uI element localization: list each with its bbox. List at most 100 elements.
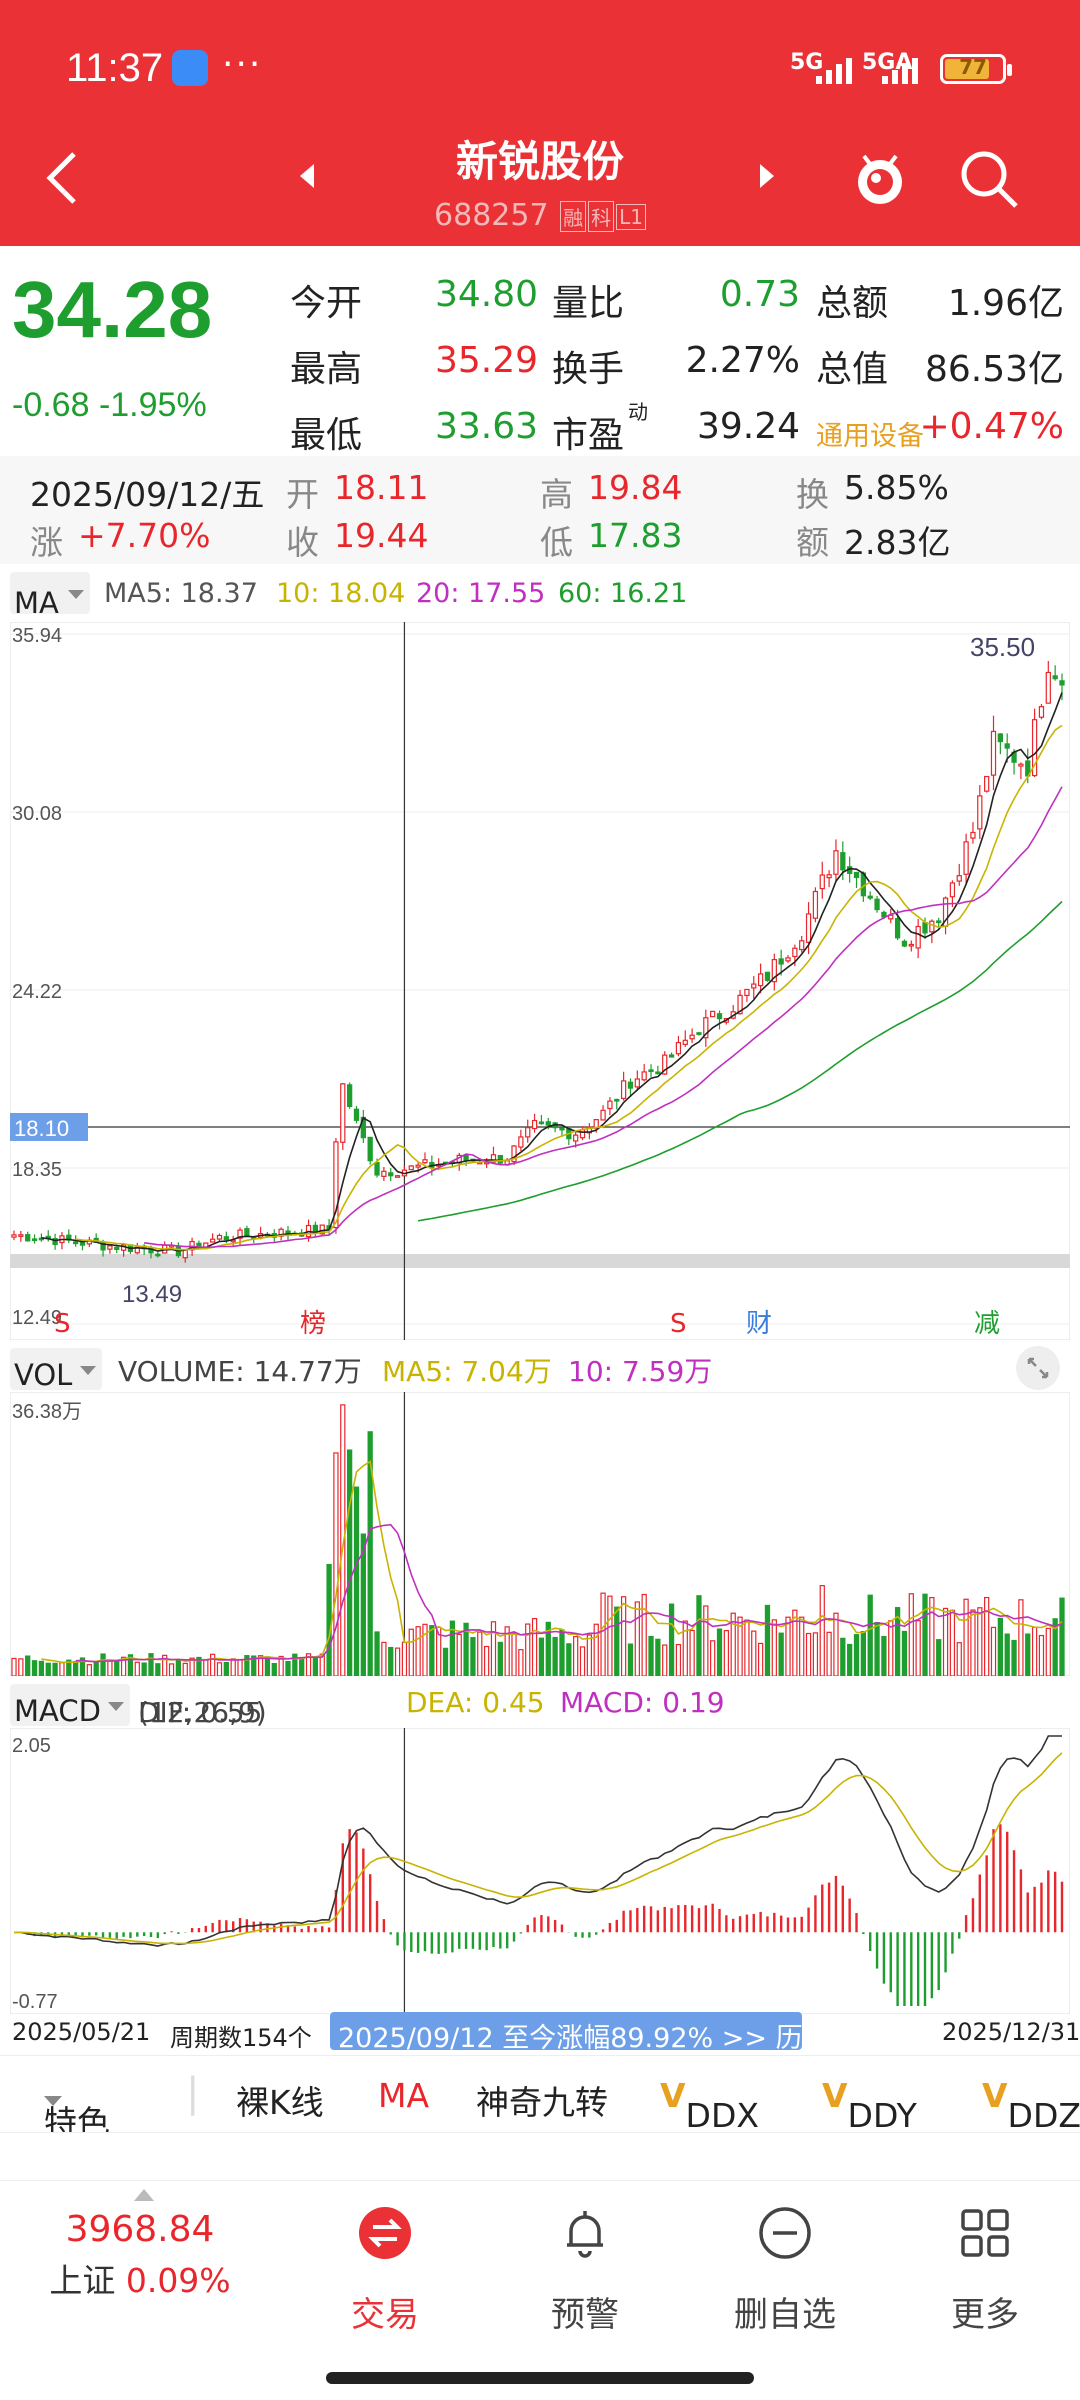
candle [600, 1105, 606, 1121]
volume-bar [326, 1563, 332, 1676]
quote-value: 0.73 [719, 274, 800, 315]
rise-label: 涨 [30, 523, 63, 562]
volume-bar [744, 1619, 750, 1676]
event-marker[interactable]: 减 [974, 1309, 1000, 1339]
candle [209, 1233, 216, 1243]
trade-icon [359, 2207, 411, 2259]
indicator-ddy[interactable]: V DDY [822, 2076, 917, 2133]
volume-bar [812, 1632, 819, 1676]
search-icon[interactable] [958, 148, 1020, 210]
selected-day-info: 2025/09/12/五 开 18.11 高 19.84 换 5.85% 涨 +… [0, 456, 1080, 564]
volume-bar [497, 1641, 503, 1676]
candle [518, 1129, 524, 1152]
volume-chart[interactable]: 36.38万 [10, 1392, 1070, 1676]
volume-bar [600, 1592, 606, 1676]
candle [52, 1233, 58, 1250]
event-marker[interactable]: S [54, 1309, 71, 1339]
candle [689, 1028, 695, 1043]
max-price-label: 35.50 [970, 632, 1035, 662]
quote-value: 2.27% [685, 340, 800, 381]
volume-bar [908, 1593, 914, 1676]
candle [716, 1010, 723, 1030]
crosshair-price: 18.10 [14, 1116, 69, 1141]
candle [31, 1234, 38, 1244]
event-marker[interactable]: 榜 [300, 1309, 326, 1339]
vol-selector[interactable]: VOL [10, 1348, 102, 1392]
high-label: 高 [540, 475, 573, 514]
volume-bar [942, 1607, 949, 1676]
grid-icon [961, 2209, 1009, 2257]
ma60-line [417, 900, 1063, 1222]
volume-bar [566, 1643, 572, 1676]
volume-bar [853, 1634, 860, 1676]
prev-stock-icon[interactable] [300, 164, 314, 188]
volume-bar [292, 1653, 298, 1676]
indicator-ddx[interactable]: V DDX [660, 2076, 759, 2133]
macd-chart[interactable]: 2.05 -0.77 [10, 1728, 1070, 2014]
mascot-icon[interactable] [850, 148, 910, 208]
bottom-tab-bar: 3968.84 上证 0.09% 交易 预警 删自选 更多 [0, 2180, 1080, 2380]
candle [353, 1105, 360, 1124]
rise-value: +7.70% [78, 516, 211, 555]
volume-bar [716, 1628, 723, 1676]
indicator-ddz[interactable]: V DDZ [982, 2076, 1080, 2133]
volume-bar [655, 1638, 661, 1676]
volume-bar [757, 1642, 764, 1676]
volume-bar [552, 1636, 558, 1676]
volume-bar [346, 1449, 353, 1676]
indicator-magic9[interactable]: 神奇九转 [476, 2083, 608, 2122]
stock-code: 688257 融科 L1 [0, 198, 1080, 233]
candle [333, 1137, 339, 1234]
volume-bar [415, 1626, 421, 1676]
quote-value: 86.53亿 [924, 349, 1064, 390]
candle [408, 1165, 414, 1171]
candle [703, 1009, 709, 1047]
next-stock-icon[interactable] [760, 164, 774, 188]
ma-selector[interactable]: MA [10, 572, 90, 620]
volume-bar [353, 1486, 360, 1676]
candle [901, 939, 908, 948]
y-axis-label: 30.08 [12, 803, 62, 825]
volume-bar [271, 1662, 277, 1676]
volume-bar [93, 1661, 99, 1676]
kline-chart[interactable]: 35.94 30.08 24.22 18.35 12.49 18.10 35.50 13.49… [10, 622, 1070, 1340]
event-marker[interactable]: 财 [746, 1309, 772, 1339]
volume-bar [525, 1623, 531, 1676]
candle [757, 963, 764, 994]
range-gain[interactable]: 2025/09/12 至今涨幅89.92% >> 历 [338, 2023, 803, 2054]
volume-bar [511, 1632, 517, 1676]
candle [696, 1031, 702, 1036]
quote-value: 39.24 [696, 406, 800, 447]
candle [874, 895, 880, 913]
candle [367, 1136, 373, 1165]
quote-label: 量比 [552, 283, 625, 324]
event-marker[interactable]: S [670, 1309, 687, 1339]
volume-bar [1052, 1618, 1058, 1676]
back-icon[interactable] [40, 148, 90, 208]
macd-selector[interactable]: MACD [10, 1684, 130, 1728]
candle [949, 880, 956, 908]
price-change: -0.68 -1.95% [12, 386, 207, 424]
volume-bar [956, 1642, 962, 1676]
candle [990, 715, 997, 791]
indicator-naked-k[interactable]: 裸K线 [236, 2083, 324, 2122]
volume-bar [134, 1661, 140, 1676]
candle [394, 1174, 401, 1178]
indicator-ma[interactable]: MA [378, 2076, 430, 2115]
index-widget[interactable]: 3968.84 上证 0.09% [40, 2209, 240, 2302]
quote-label: 市盈 [552, 415, 625, 456]
expand-icon[interactable] [1014, 1346, 1062, 1390]
candle [668, 1052, 675, 1058]
volume-bar [710, 1640, 716, 1676]
candle [559, 1126, 565, 1137]
volume-bar [689, 1629, 695, 1676]
volume-bar [867, 1594, 873, 1676]
candle [1052, 665, 1058, 681]
candle [497, 1154, 503, 1165]
volume-bar [723, 1629, 730, 1676]
volume-bar [490, 1621, 497, 1676]
home-indicator[interactable] [326, 2372, 754, 2384]
volume-bar [162, 1654, 168, 1676]
candle [997, 733, 1003, 755]
quote-label: 最低 [290, 415, 363, 456]
